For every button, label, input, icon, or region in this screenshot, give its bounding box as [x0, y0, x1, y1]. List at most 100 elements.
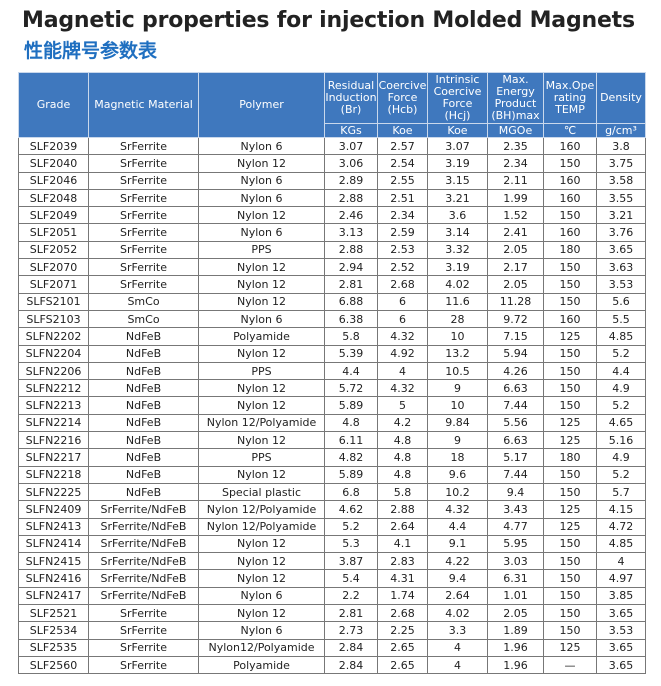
- cell: 180: [543, 448, 597, 467]
- cell: SrFerrite: [88, 154, 199, 173]
- cell: 1.74: [377, 586, 428, 606]
- cell: 3.53: [596, 621, 646, 640]
- cell: 2.2: [324, 586, 378, 606]
- cell: 11.6: [427, 292, 488, 311]
- cell: Nylon 12: [198, 258, 325, 277]
- cell: Nylon 12: [198, 275, 325, 294]
- cell: 3.15: [427, 171, 488, 190]
- cell: NdFeB: [88, 413, 199, 433]
- cell: SrFerrite/NdFeB: [88, 517, 199, 536]
- cell: SrFerrite: [88, 188, 199, 208]
- cell: 6.38: [324, 309, 378, 329]
- cell: Nylon 12: [198, 292, 325, 311]
- cell: 9.4: [427, 569, 488, 588]
- cell: Nylon 12: [198, 604, 325, 623]
- cell: 4.9: [596, 448, 646, 467]
- cell: 4.97: [596, 569, 646, 588]
- cell: 3.65: [596, 638, 646, 657]
- cell: 5.2: [596, 344, 646, 363]
- cell: 5.39: [324, 344, 378, 363]
- cell: SLFN2225: [18, 482, 89, 502]
- cell: 150: [543, 569, 597, 588]
- cell: SrFerrite/NdFeB: [88, 500, 199, 519]
- cell: Nylon 6: [198, 586, 325, 606]
- cell: Nylon 12/Polyamide: [198, 517, 325, 536]
- cell: 150: [543, 258, 597, 277]
- cell: NdFeB: [88, 465, 199, 484]
- cell: SrFerrite: [88, 136, 199, 156]
- column-header: Max.Ope rating TEMP: [543, 72, 597, 124]
- cell: 6.88: [324, 292, 378, 311]
- cell: 3.63: [596, 258, 646, 277]
- cell: 2.64: [377, 517, 428, 536]
- cell: NdFeB: [88, 396, 199, 415]
- cell: 2.34: [487, 154, 544, 173]
- cell: SLF2048: [18, 188, 89, 208]
- unit-cell: Koe: [427, 123, 488, 138]
- cell: SLF2046: [18, 171, 89, 190]
- cell: SrFerrite: [88, 621, 199, 640]
- cell: 3.8: [596, 136, 646, 156]
- cell: 2.65: [377, 638, 428, 657]
- data-row: SLFN2217 NdFeB PPS 4.82 4.8 18 5.17 180 4.9: [18, 448, 646, 467]
- cell: 150: [543, 292, 597, 311]
- cell: 4.32: [377, 327, 428, 346]
- cell: 2.65: [377, 655, 428, 675]
- cell: Nylon 12: [198, 465, 325, 484]
- cell: Nylon 12/Polyamide: [198, 500, 325, 519]
- data-row: SLF2534 SrFerrite Nylon 6 2.73 2.25 3.3 1.89 15…: [18, 621, 646, 640]
- cell: 4.32: [377, 379, 428, 398]
- cell: 2.11: [487, 171, 544, 190]
- data-row: SLFN2413 SrFerrite/NdFeB Nylon 12/Polyamid…: [18, 517, 646, 536]
- cell: 3.21: [596, 206, 646, 225]
- cell: 125: [543, 517, 597, 536]
- cell: SLFN2417: [18, 586, 89, 606]
- properties-table: Grade Magnetic Material Polymer Residual In…: [18, 72, 646, 675]
- cell: 160: [543, 188, 597, 208]
- data-row: SLFN2213 NdFeB Nylon 12 5.89 5 10 7.44 150 5.2: [18, 396, 646, 415]
- cell: 4.72: [596, 517, 646, 536]
- cell: 2.81: [324, 604, 378, 623]
- cell: 4.1: [377, 534, 428, 554]
- cell: 4.8: [324, 413, 378, 433]
- cell: 4.4: [427, 517, 488, 536]
- cell: 150: [543, 586, 597, 606]
- data-row: SLF2051 SrFerrite Nylon 6 3.13 2.59 3.14 2.41 1…: [18, 223, 646, 242]
- cell: 1.52: [487, 206, 544, 225]
- cell: SLFN2204: [18, 344, 89, 363]
- cell: SLFN2217: [18, 448, 89, 467]
- cell: 1.01: [487, 586, 544, 606]
- cell: Nylon12/Polyamide: [198, 638, 325, 657]
- cell: 5.17: [487, 448, 544, 467]
- cell: 9.6: [427, 465, 488, 484]
- cell: SLFN2202: [18, 327, 89, 346]
- cell: 4: [427, 638, 488, 657]
- cell: 7.44: [487, 465, 544, 484]
- cell: 3.58: [596, 171, 646, 190]
- cell: 5.7: [596, 482, 646, 502]
- cell: SrFerrite/NdFeB: [88, 552, 199, 571]
- cell: 2.25: [377, 621, 428, 640]
- cell: 5.6: [596, 292, 646, 311]
- cell: SLFN2214: [18, 413, 89, 433]
- unit-cell: MGOe: [487, 123, 544, 138]
- cell: 4.02: [427, 604, 488, 623]
- cell: 160: [543, 223, 597, 242]
- cell: 180: [543, 240, 597, 260]
- cell: SLFN2414: [18, 534, 89, 554]
- cell: 150: [543, 552, 597, 571]
- cell: 18: [427, 448, 488, 467]
- cell: 2.17: [487, 258, 544, 277]
- cell: 2.51: [377, 188, 428, 208]
- data-row: SLFN2409 SrFerrite/NdFeB Nylon 12/Polyamid…: [18, 500, 646, 519]
- cell: 150: [543, 621, 597, 640]
- cell: Nylon 6: [198, 621, 325, 640]
- data-row: SLF2049 SrFerrite Nylon 12 2.46 2.34 3.6 1.52 1…: [18, 206, 646, 225]
- cell: NdFeB: [88, 379, 199, 398]
- cell: NdFeB: [88, 344, 199, 363]
- data-row: SLF2046 SrFerrite Nylon 6 2.89 2.55 3.15 2.11 1…: [18, 171, 646, 190]
- cell: 3.14: [427, 223, 488, 242]
- cell: 1.96: [487, 638, 544, 657]
- cell: —: [543, 655, 597, 675]
